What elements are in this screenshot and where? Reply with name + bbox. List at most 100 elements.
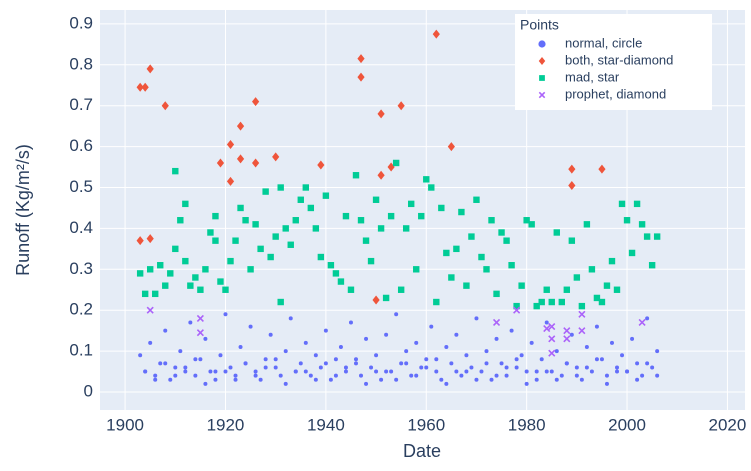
point — [548, 349, 556, 357]
point — [262, 188, 269, 195]
point — [494, 373, 499, 378]
point — [196, 329, 204, 337]
point — [423, 176, 430, 183]
point — [193, 357, 198, 362]
point — [438, 204, 445, 212]
point — [568, 237, 576, 244]
point — [348, 320, 353, 325]
point — [514, 357, 519, 362]
point — [146, 234, 154, 244]
point — [519, 353, 524, 358]
point — [178, 349, 183, 354]
point — [444, 345, 449, 350]
y-axis-title: Runoff (Kg/m²/s) — [13, 144, 33, 276]
point — [459, 373, 464, 378]
point — [563, 286, 571, 293]
point — [574, 373, 579, 378]
point — [153, 377, 158, 382]
point — [489, 377, 494, 382]
point — [544, 320, 549, 325]
point — [578, 302, 586, 310]
point — [569, 332, 574, 337]
point — [573, 274, 581, 281]
point — [228, 365, 233, 370]
point — [408, 200, 415, 208]
point — [377, 170, 385, 180]
point — [439, 377, 444, 382]
point — [252, 97, 260, 107]
point — [384, 332, 389, 337]
point — [203, 381, 208, 386]
point — [389, 369, 394, 374]
y-tick-label: 0.3 — [69, 259, 93, 278]
point — [192, 274, 199, 281]
point — [409, 373, 414, 378]
legend-title: Points — [520, 17, 559, 33]
point — [203, 336, 208, 341]
point — [138, 353, 143, 358]
point — [414, 373, 419, 378]
point — [514, 365, 519, 370]
point — [447, 142, 455, 152]
point — [161, 101, 169, 111]
point — [372, 295, 380, 305]
point — [353, 357, 358, 362]
point — [218, 353, 223, 358]
x-tick-label: 1960 — [407, 415, 445, 434]
point — [333, 373, 338, 378]
point — [278, 373, 283, 378]
point — [508, 262, 515, 269]
point — [615, 365, 620, 370]
point — [534, 369, 539, 374]
point — [343, 369, 348, 374]
point — [618, 200, 626, 208]
x-axis-title: Date — [403, 441, 441, 461]
point — [589, 369, 594, 374]
point — [594, 357, 599, 362]
point — [494, 336, 499, 341]
point — [213, 369, 218, 374]
point — [369, 365, 374, 370]
y-tick-label: 0.6 — [69, 136, 93, 155]
point — [226, 176, 235, 186]
point — [484, 361, 489, 366]
point — [253, 369, 258, 374]
point — [277, 184, 284, 191]
point — [448, 274, 455, 281]
point — [509, 328, 514, 333]
point — [226, 140, 235, 150]
point — [615, 369, 620, 374]
point — [338, 345, 343, 350]
y-tick-label: 0.9 — [69, 13, 93, 32]
y-tick-label: 0.1 — [69, 341, 93, 360]
x-tick-label: 1920 — [207, 415, 245, 434]
point — [492, 318, 501, 327]
x-tick-label: 2000 — [608, 415, 646, 434]
point — [504, 365, 509, 370]
point — [312, 225, 320, 232]
point — [638, 221, 646, 228]
point — [413, 266, 420, 273]
point — [635, 377, 640, 382]
point — [655, 349, 660, 354]
point — [493, 290, 500, 298]
point — [359, 373, 364, 378]
point — [638, 318, 646, 327]
point — [352, 172, 360, 179]
point — [148, 340, 153, 345]
point — [313, 377, 318, 382]
point — [257, 245, 264, 253]
point — [549, 369, 554, 374]
point — [464, 369, 469, 374]
point — [594, 324, 599, 329]
point — [197, 286, 204, 293]
point — [258, 377, 263, 382]
point — [288, 316, 293, 321]
point — [648, 262, 656, 269]
point — [268, 332, 273, 337]
point — [187, 282, 194, 289]
point — [474, 377, 479, 382]
point — [273, 357, 278, 362]
point — [538, 298, 545, 306]
